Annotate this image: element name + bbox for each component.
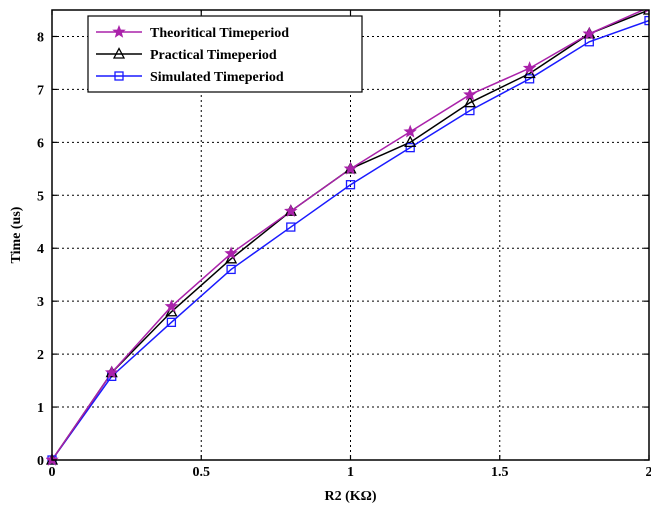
point-theoritical-timeperiod (224, 246, 238, 260)
point-theoritical-timeperiod (104, 365, 119, 379)
y-tick-label: 1 (37, 401, 44, 416)
point-theoritical-timeperiod (463, 87, 477, 101)
tick-labels: 0 0.5 1 1.5 2 0 1 2 3 4 5 6 7 8 (37, 30, 651, 480)
legend-label-practical-timeperiod: Practical Timeperiod (150, 48, 277, 63)
y-tick-label: 0 (37, 454, 44, 469)
y-tick-label: 7 (37, 83, 44, 98)
y-tick-label: 3 (37, 295, 44, 310)
y-tick-label: 8 (37, 30, 44, 45)
point-practical-timeperiod (463, 95, 476, 108)
legend-marker-simulated-timeperiod (114, 71, 124, 81)
series-line-simulated-timeperiod (51, 19, 649, 461)
x-tick-label: 1.5 (491, 465, 509, 480)
x-axis-label: R2 (KΩ) (324, 489, 376, 504)
point-theoritical-timeperiod (284, 204, 298, 217)
y-tick-label: 5 (37, 189, 44, 204)
point-theoritical-timeperiod (403, 124, 417, 138)
x-tick-label: 0 (49, 465, 56, 480)
point-simulated-timeperiod (524, 74, 535, 84)
point-simulated-timeperiod (345, 180, 356, 190)
point-theoritical-timeperiod (343, 161, 358, 175)
y-axis-label: Time (us) (9, 206, 24, 263)
x-tick-label: 2 (646, 465, 651, 480)
legend-marker-practical-timeperiod (112, 47, 126, 59)
x-tick-label: 0.5 (193, 465, 211, 480)
point-theoritical-timeperiod (164, 299, 179, 313)
point-simulated-timeperiod (166, 317, 177, 328)
legend-label-simulated-timeperiod: Simulated Timeperiod (150, 70, 284, 85)
point-theoritical-timeperiod (522, 61, 537, 74)
y-tick-label: 2 (37, 348, 44, 363)
point-practical-timeperiod (404, 135, 417, 148)
point-simulated-timeperiod (644, 15, 649, 26)
point-simulated-timeperiod (405, 142, 415, 153)
point-simulated-timeperiod (226, 264, 236, 275)
point-theoritical-timeperiod (582, 26, 597, 40)
y-tick-label: 4 (37, 242, 44, 257)
point-simulated-timeperiod (286, 222, 296, 232)
legend: Theoritical Timeperiod Practical Timeperi… (87, 15, 363, 93)
legend-marker-theoritical-timeperiod (112, 24, 126, 38)
series-markers (46, 10, 649, 466)
y-tick-label: 6 (37, 136, 44, 151)
legend-label-theoritical-timeperiod: Theoritical Timeperiod (150, 26, 289, 41)
ticks (51, 10, 650, 461)
x-tick-label: 1 (347, 465, 354, 480)
